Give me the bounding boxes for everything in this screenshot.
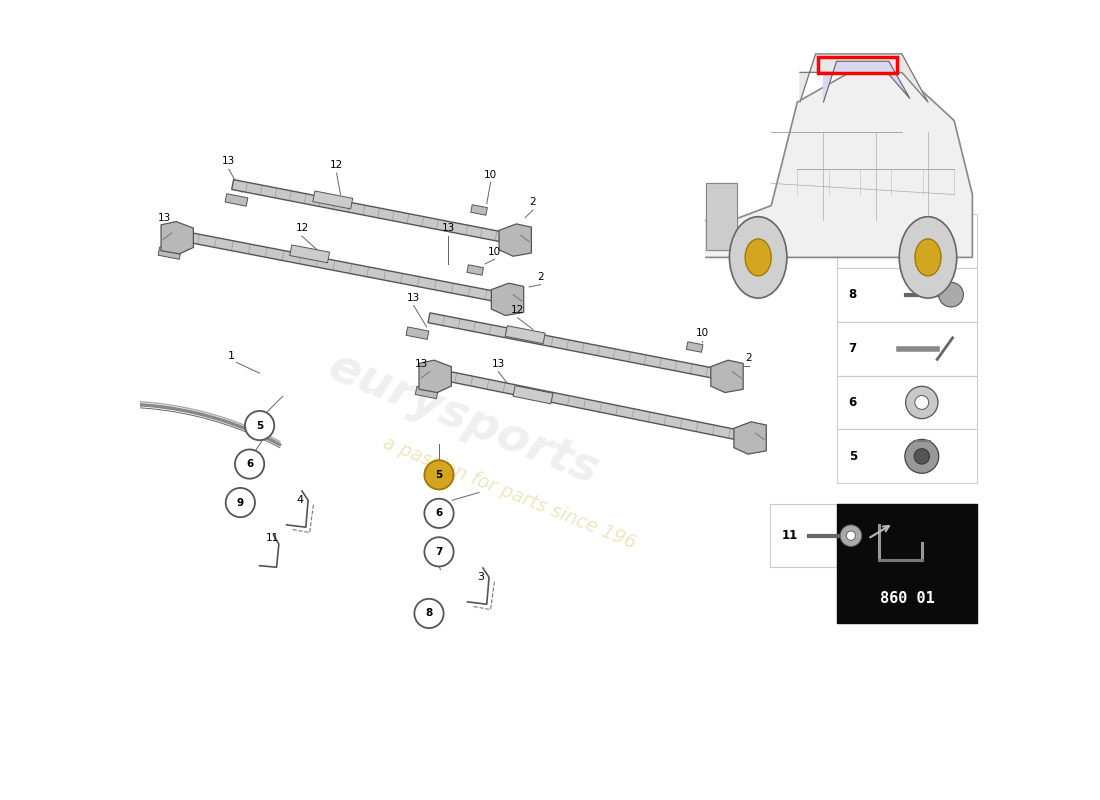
Text: 2: 2 bbox=[745, 353, 752, 363]
Text: 6: 6 bbox=[436, 508, 442, 518]
Polygon shape bbox=[161, 222, 194, 254]
Text: 13: 13 bbox=[415, 359, 428, 369]
Polygon shape bbox=[711, 360, 744, 393]
Circle shape bbox=[914, 449, 929, 464]
Circle shape bbox=[900, 217, 957, 298]
Polygon shape bbox=[706, 72, 972, 258]
Circle shape bbox=[425, 538, 453, 566]
Polygon shape bbox=[513, 386, 553, 404]
Circle shape bbox=[942, 230, 961, 250]
Polygon shape bbox=[406, 327, 429, 339]
Polygon shape bbox=[706, 183, 737, 250]
Circle shape bbox=[905, 439, 938, 474]
Text: 2: 2 bbox=[537, 272, 544, 282]
Text: 2: 2 bbox=[529, 198, 537, 207]
Text: 8: 8 bbox=[426, 609, 432, 618]
Text: 13: 13 bbox=[158, 213, 172, 222]
Text: 11: 11 bbox=[782, 529, 797, 542]
Polygon shape bbox=[182, 231, 503, 302]
Text: 5: 5 bbox=[849, 450, 857, 463]
Bar bbox=[770, 504, 890, 567]
Text: 5: 5 bbox=[256, 421, 263, 430]
Circle shape bbox=[946, 236, 956, 246]
Text: 13: 13 bbox=[222, 157, 235, 166]
Circle shape bbox=[729, 217, 786, 298]
Polygon shape bbox=[416, 386, 438, 398]
Bar bbox=[837, 268, 977, 322]
Text: 8: 8 bbox=[849, 288, 857, 301]
Polygon shape bbox=[158, 247, 180, 259]
Circle shape bbox=[915, 239, 940, 276]
Polygon shape bbox=[226, 194, 248, 206]
Text: 3: 3 bbox=[477, 571, 484, 582]
Text: 9: 9 bbox=[236, 498, 244, 507]
Bar bbox=[837, 504, 977, 623]
Text: 5: 5 bbox=[436, 470, 442, 480]
Polygon shape bbox=[232, 180, 510, 243]
Circle shape bbox=[905, 386, 938, 418]
Polygon shape bbox=[312, 191, 353, 209]
Text: 13: 13 bbox=[441, 223, 455, 234]
Polygon shape bbox=[824, 62, 910, 102]
Circle shape bbox=[938, 282, 964, 307]
Circle shape bbox=[745, 239, 771, 276]
Text: 12: 12 bbox=[510, 305, 525, 315]
Text: 7: 7 bbox=[849, 342, 857, 355]
Text: 13: 13 bbox=[407, 293, 420, 302]
Text: 9: 9 bbox=[849, 234, 857, 247]
Polygon shape bbox=[419, 360, 451, 393]
Circle shape bbox=[840, 525, 861, 546]
Text: 11: 11 bbox=[266, 533, 279, 543]
Circle shape bbox=[425, 460, 453, 490]
Polygon shape bbox=[471, 205, 487, 215]
Polygon shape bbox=[466, 265, 484, 275]
Text: 12: 12 bbox=[295, 223, 309, 234]
Circle shape bbox=[235, 450, 264, 478]
Text: 1: 1 bbox=[228, 351, 234, 362]
Text: 7: 7 bbox=[436, 547, 442, 557]
Polygon shape bbox=[440, 370, 746, 442]
Polygon shape bbox=[492, 283, 524, 315]
Polygon shape bbox=[505, 326, 546, 344]
Text: 10: 10 bbox=[696, 328, 708, 338]
Text: 860 01: 860 01 bbox=[880, 590, 935, 606]
Text: 6: 6 bbox=[849, 396, 857, 409]
Circle shape bbox=[415, 599, 443, 628]
Circle shape bbox=[111, 398, 123, 410]
Bar bbox=[837, 430, 977, 483]
Text: 12: 12 bbox=[330, 160, 343, 170]
Polygon shape bbox=[734, 422, 767, 454]
Polygon shape bbox=[428, 313, 723, 380]
Circle shape bbox=[846, 531, 856, 540]
Polygon shape bbox=[800, 54, 928, 102]
Text: a passion for parts since 196: a passion for parts since 196 bbox=[381, 433, 639, 552]
Text: 13: 13 bbox=[492, 359, 505, 369]
Circle shape bbox=[245, 411, 274, 440]
Polygon shape bbox=[289, 245, 330, 262]
Circle shape bbox=[915, 395, 928, 410]
Bar bbox=[837, 322, 977, 375]
Circle shape bbox=[425, 498, 453, 528]
Circle shape bbox=[226, 488, 255, 517]
Bar bbox=[837, 375, 977, 430]
Text: 10: 10 bbox=[488, 246, 501, 257]
Text: 10: 10 bbox=[484, 170, 497, 179]
Polygon shape bbox=[686, 342, 703, 352]
Text: 6: 6 bbox=[246, 459, 253, 469]
Text: 4: 4 bbox=[297, 494, 304, 505]
Bar bbox=[837, 214, 977, 268]
Text: eurysports: eurysports bbox=[321, 345, 606, 494]
Polygon shape bbox=[499, 224, 531, 256]
